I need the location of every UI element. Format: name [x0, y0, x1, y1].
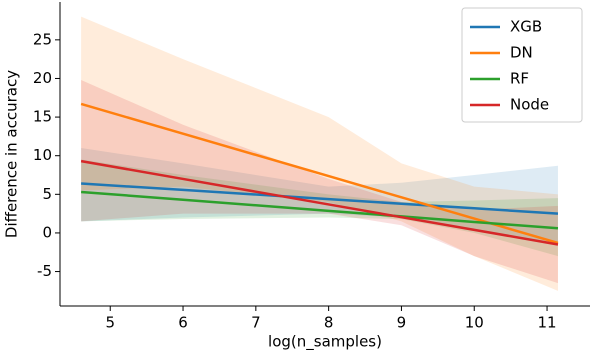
y-axis-label: Difference in accuracy: [3, 70, 21, 238]
legend-label: DN: [510, 44, 533, 62]
y-tick-label: 0: [42, 223, 52, 241]
y-tick-label: 10: [33, 146, 52, 164]
legend: XGB DN RF Node: [461, 7, 583, 123]
confidence-band: [81, 80, 558, 284]
x-tick-label: 7: [251, 314, 261, 332]
x-tick-label: 5: [105, 314, 115, 332]
series-line: [80, 159, 559, 246]
confidence-band: [81, 16, 558, 291]
x-tick-label: 10: [465, 314, 484, 332]
x-axis-label: log(n_samples): [268, 333, 382, 352]
series-line: [81, 182, 559, 215]
legend-box: [461, 7, 583, 123]
legend-label: XGB: [510, 18, 542, 36]
legend-label: RF: [510, 70, 529, 88]
y-tick-label: -5: [37, 262, 52, 280]
y-tick-label: 15: [33, 108, 52, 126]
x-tick-label: 11: [537, 314, 556, 332]
x-tick-label: 6: [178, 314, 188, 332]
legend-label: Node: [510, 96, 549, 114]
y-tick-label: 25: [33, 30, 52, 48]
y-tick-label: 5: [42, 185, 52, 203]
x-tick-label: 8: [324, 314, 334, 332]
y-tick-label: 20: [33, 69, 52, 87]
confidence-band: [81, 159, 558, 257]
x-tick-label: 9: [397, 314, 407, 332]
series-line: [81, 190, 559, 230]
